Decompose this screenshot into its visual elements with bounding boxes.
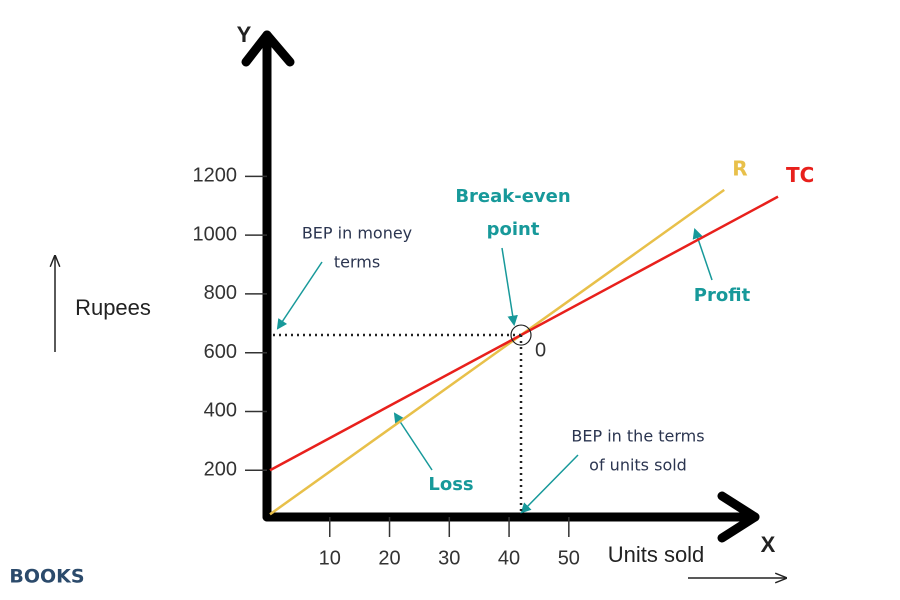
y-tick-label: 400 xyxy=(204,400,237,422)
bep-money-note: terms xyxy=(334,253,380,272)
annotation-arrow xyxy=(393,412,433,471)
annotation-arrow xyxy=(276,261,323,330)
x-tick-label: 40 xyxy=(498,547,520,569)
bep-note: point xyxy=(487,219,540,240)
x-tick-label: 50 xyxy=(558,547,580,569)
y-letter: Y xyxy=(237,22,252,47)
profit-note: Profit xyxy=(694,285,751,306)
y-tick-label: 200 xyxy=(204,459,237,481)
x-tick-label: 20 xyxy=(378,547,400,569)
x-axis-arrow xyxy=(717,491,760,543)
y-tick-label: 1200 xyxy=(193,165,238,187)
x-tick-label: 10 xyxy=(319,547,341,569)
axes xyxy=(241,30,760,543)
x-label: Units sold xyxy=(608,542,705,567)
y-label: Rupees xyxy=(75,295,151,320)
brand-logo: BOOKS xyxy=(9,566,84,588)
loss-note: Loss xyxy=(428,474,473,495)
y-axis-arrow xyxy=(241,30,295,67)
y-tick-label: 1000 xyxy=(193,223,238,245)
y-tick-label: 800 xyxy=(204,282,237,304)
annotation-arrow xyxy=(501,247,518,327)
annotation-arrow xyxy=(692,228,713,281)
bep-units-note: of units sold xyxy=(589,456,687,475)
series-label: TC xyxy=(786,163,814,187)
y-tick-label: 600 xyxy=(204,341,237,363)
x-tick-label: 30 xyxy=(438,547,460,569)
annotation-arrow xyxy=(520,454,579,514)
series-label: R xyxy=(732,156,747,180)
series-line xyxy=(269,188,725,516)
annotations: BEP in money terms Break-even point Loss… xyxy=(276,186,751,514)
bep-note: Break-even xyxy=(455,186,570,207)
bep-point xyxy=(510,324,532,346)
bep-label: 0 xyxy=(535,339,546,361)
x-letter: X xyxy=(761,532,776,557)
series-line xyxy=(269,195,779,472)
bep-money-note: BEP in money xyxy=(302,224,412,243)
bep-units-note: BEP in the terms xyxy=(571,427,704,446)
